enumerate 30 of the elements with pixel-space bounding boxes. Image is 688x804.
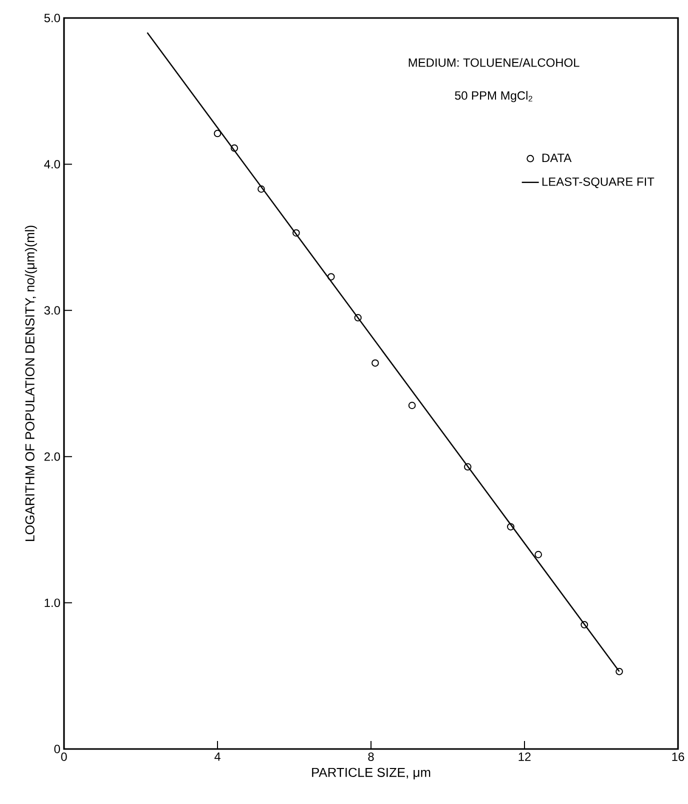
point	[230, 144, 238, 152]
y-tick-label: 4.0	[44, 160, 60, 168]
x-tick-label: 4	[214, 752, 220, 761]
y-tick-label: 3.0	[44, 306, 60, 315]
point	[616, 668, 623, 676]
point	[534, 550, 542, 558]
point	[354, 314, 362, 322]
point	[408, 402, 416, 410]
y-tick-label: 1.0	[44, 598, 60, 608]
x-axis-title: PARTICLE SIZE, μm	[312, 768, 430, 780]
y-tick-label: 2.0	[44, 452, 60, 461]
x-tick-label: 12	[518, 752, 531, 761]
x-tick-label: 16	[672, 752, 684, 761]
legend-label: DATA	[542, 154, 572, 162]
point	[292, 229, 300, 237]
x-tick-label: 8	[368, 752, 374, 761]
y-tick-label: 0	[54, 744, 60, 754]
annotation: MEDIUM: TOLUENE/ALCOHOL	[408, 58, 580, 67]
annotation: 50 PPM MgCl$_{2}$	[454, 90, 532, 102]
legend-label: LEAST-SQUARE FIT	[542, 177, 654, 188]
point	[214, 130, 222, 138]
point	[464, 463, 472, 471]
point	[507, 523, 514, 530]
point	[580, 621, 588, 628]
y-tick-label: 5.0	[44, 14, 60, 22]
x-tick-label: 0	[61, 752, 67, 761]
point	[258, 185, 265, 193]
point	[327, 273, 335, 280]
point	[372, 359, 379, 367]
y-axis-title: LOGARITHM OF POPULATION DENSITY, no/(μm)(ml)	[24, 226, 38, 541]
